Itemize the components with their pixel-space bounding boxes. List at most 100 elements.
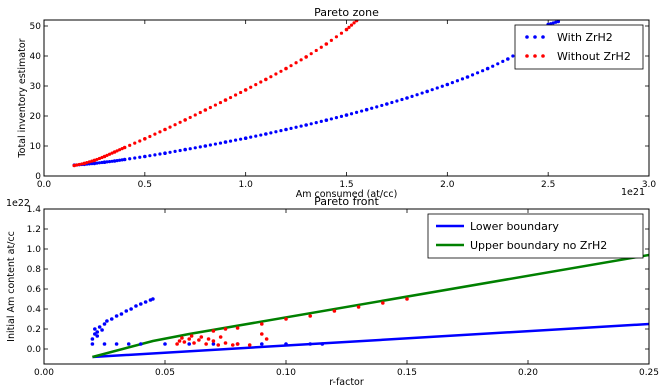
data-point: [435, 86, 439, 90]
x-offset-label: 1e21: [621, 187, 645, 198]
data-point: [139, 302, 143, 306]
x-tick-label: 0.00: [34, 368, 54, 378]
y-tick-label: 0.8: [27, 265, 42, 275]
data-point: [243, 136, 248, 140]
y-axis-label: Initial Am content at/cc: [6, 231, 17, 342]
y-tick-label: 0: [35, 172, 41, 182]
data-point: [239, 137, 243, 141]
y-tick-label: 1.4: [27, 205, 42, 215]
data-point: [400, 97, 404, 102]
data-point: [143, 154, 147, 159]
data-point: [95, 157, 99, 162]
legend-swatch: [533, 35, 537, 39]
x-axis-label: Am consumed (at/cc): [296, 189, 398, 200]
data-point: [279, 69, 283, 73]
data-point: [198, 145, 202, 149]
data-point: [153, 132, 157, 136]
data-point: [344, 27, 349, 32]
y-tick-label: 0.2: [27, 325, 41, 335]
data-point: [299, 58, 303, 62]
data-point: [385, 102, 389, 106]
data-point: [235, 342, 240, 346]
data-point: [92, 158, 97, 163]
data-point: [163, 127, 167, 132]
data-point: [90, 342, 95, 346]
data-point: [208, 143, 212, 147]
data-point: [289, 64, 293, 68]
data-point: [218, 141, 223, 145]
data-point: [138, 155, 142, 159]
data-point: [410, 94, 414, 98]
data-point: [450, 81, 454, 85]
data-point: [440, 84, 444, 88]
data-point: [105, 153, 109, 157]
data-point: [211, 329, 216, 333]
y-tick-label: 30: [30, 82, 42, 92]
data-point: [119, 312, 124, 316]
data-point: [90, 337, 95, 341]
data-point: [151, 297, 155, 301]
data-point: [139, 342, 143, 346]
data-point: [187, 337, 191, 341]
data-point: [284, 127, 288, 132]
data-point: [193, 146, 197, 150]
data-point: [114, 342, 119, 346]
data-point: [289, 126, 293, 130]
data-point: [264, 132, 268, 136]
y-tick-label: 20: [30, 112, 42, 122]
legend: With ZrH2 Without ZrH2: [514, 24, 644, 70]
data-point: [173, 123, 177, 127]
data-point: [92, 161, 97, 166]
data-point: [178, 148, 182, 153]
y-axis-label: Total inventory estimator: [17, 38, 28, 158]
data-point: [223, 98, 228, 102]
data-point: [496, 62, 500, 66]
data-point: [324, 118, 329, 122]
data-point: [415, 93, 419, 97]
data-point: [269, 131, 273, 135]
data-point: [97, 325, 102, 329]
data-point: [128, 143, 132, 147]
data-point: [87, 160, 91, 164]
data-point: [329, 38, 333, 43]
data-point: [334, 116, 339, 120]
legend-box: [514, 24, 644, 70]
data-point: [216, 343, 221, 347]
data-point: [133, 141, 137, 145]
data-point: [133, 156, 137, 160]
data-point: [115, 149, 119, 153]
data-point: [381, 301, 385, 305]
data-point: [470, 73, 475, 77]
data-point: [199, 335, 204, 339]
legend-box: [427, 213, 644, 259]
data-point: [395, 99, 399, 103]
data-point: [254, 134, 258, 138]
data-point: [138, 139, 142, 143]
data-point: [259, 133, 263, 137]
data-point: [239, 90, 243, 95]
data-point: [223, 327, 228, 331]
data-point: [230, 343, 235, 347]
data-point: [134, 304, 138, 308]
data-point: [260, 332, 264, 336]
axes-frame: [43, 208, 650, 365]
data-point: [279, 129, 283, 133]
data-point: [308, 342, 313, 346]
data-point: [112, 159, 117, 163]
data-point: [175, 342, 179, 346]
data-point: [354, 110, 359, 114]
data-point: [95, 334, 100, 338]
data-point: [233, 93, 238, 97]
data-point: [211, 342, 216, 346]
data-point: [97, 161, 102, 165]
legend-label: Upper boundary no ZrH2: [470, 239, 607, 252]
data-point: [370, 106, 374, 110]
data-point: [556, 20, 561, 24]
data-point: [349, 112, 354, 116]
data-point: [183, 118, 187, 122]
data-point: [380, 103, 384, 108]
x-axis-label: r-factor: [329, 377, 364, 388]
x-tick-label: 0.05: [155, 368, 175, 378]
data-point: [455, 79, 460, 83]
